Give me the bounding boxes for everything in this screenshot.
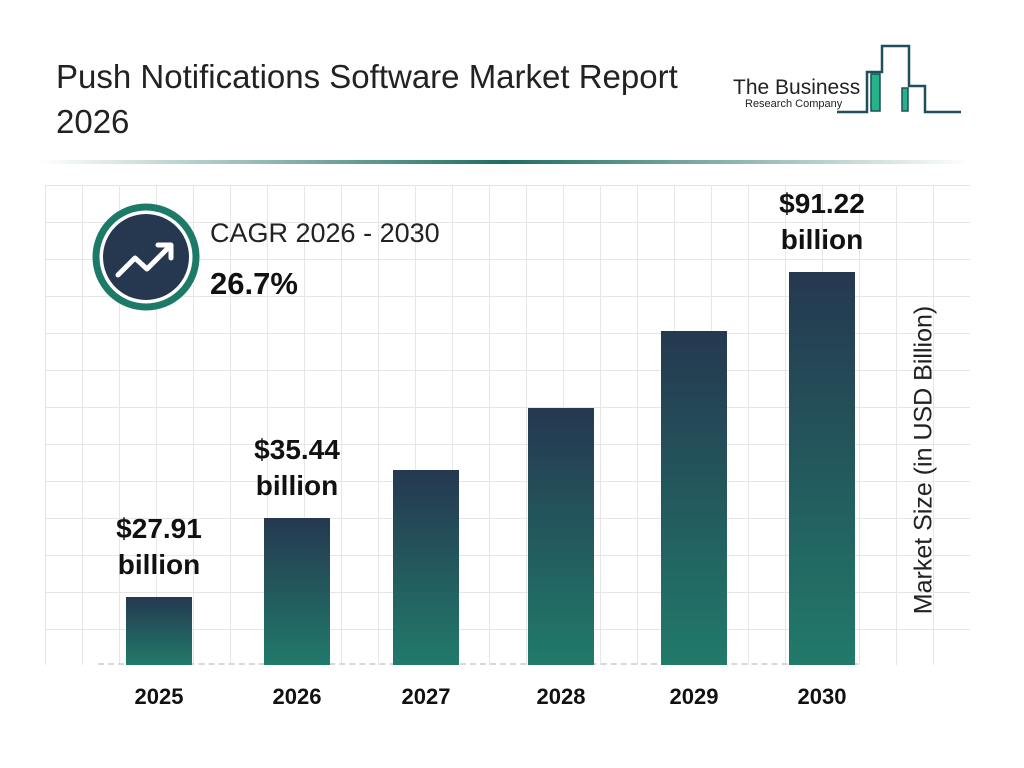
trending-up-icon: [92, 203, 200, 311]
data-label: $91.22 billion: [779, 187, 865, 255]
svg-text:The Business: The Business: [733, 76, 860, 99]
company-logo: The Business Research Company: [733, 44, 961, 114]
page-title: Push Notifications Software Market Repor…: [56, 58, 678, 140]
x-tick-label: 2028: [536, 684, 586, 709]
title-divider: [40, 160, 970, 164]
bar-2029: [661, 330, 727, 665]
cagr-value: 26.7%: [210, 266, 298, 301]
bar-2026: [264, 518, 330, 665]
x-tick-label: 2026: [272, 684, 322, 709]
x-tick-label: 2025: [134, 684, 184, 709]
data-label: $35.44 billion: [254, 434, 340, 502]
bar-2030: [789, 271, 855, 665]
x-tick-label: 2027: [401, 684, 451, 709]
svg-text:Research Company: Research Company: [745, 98, 843, 110]
x-axis-baseline: [98, 663, 858, 665]
x-tick-label: 2029: [669, 684, 719, 709]
bar-2025: [126, 597, 192, 665]
x-tick-label: 2030: [797, 684, 847, 709]
bar-2028: [528, 408, 594, 665]
y-axis-label: Market Size (in USD Billion): [909, 305, 938, 615]
cagr-label: CAGR 2026 - 2030: [210, 218, 440, 248]
data-label: $27.91 billion: [116, 513, 202, 581]
bar-2027: [393, 469, 459, 665]
